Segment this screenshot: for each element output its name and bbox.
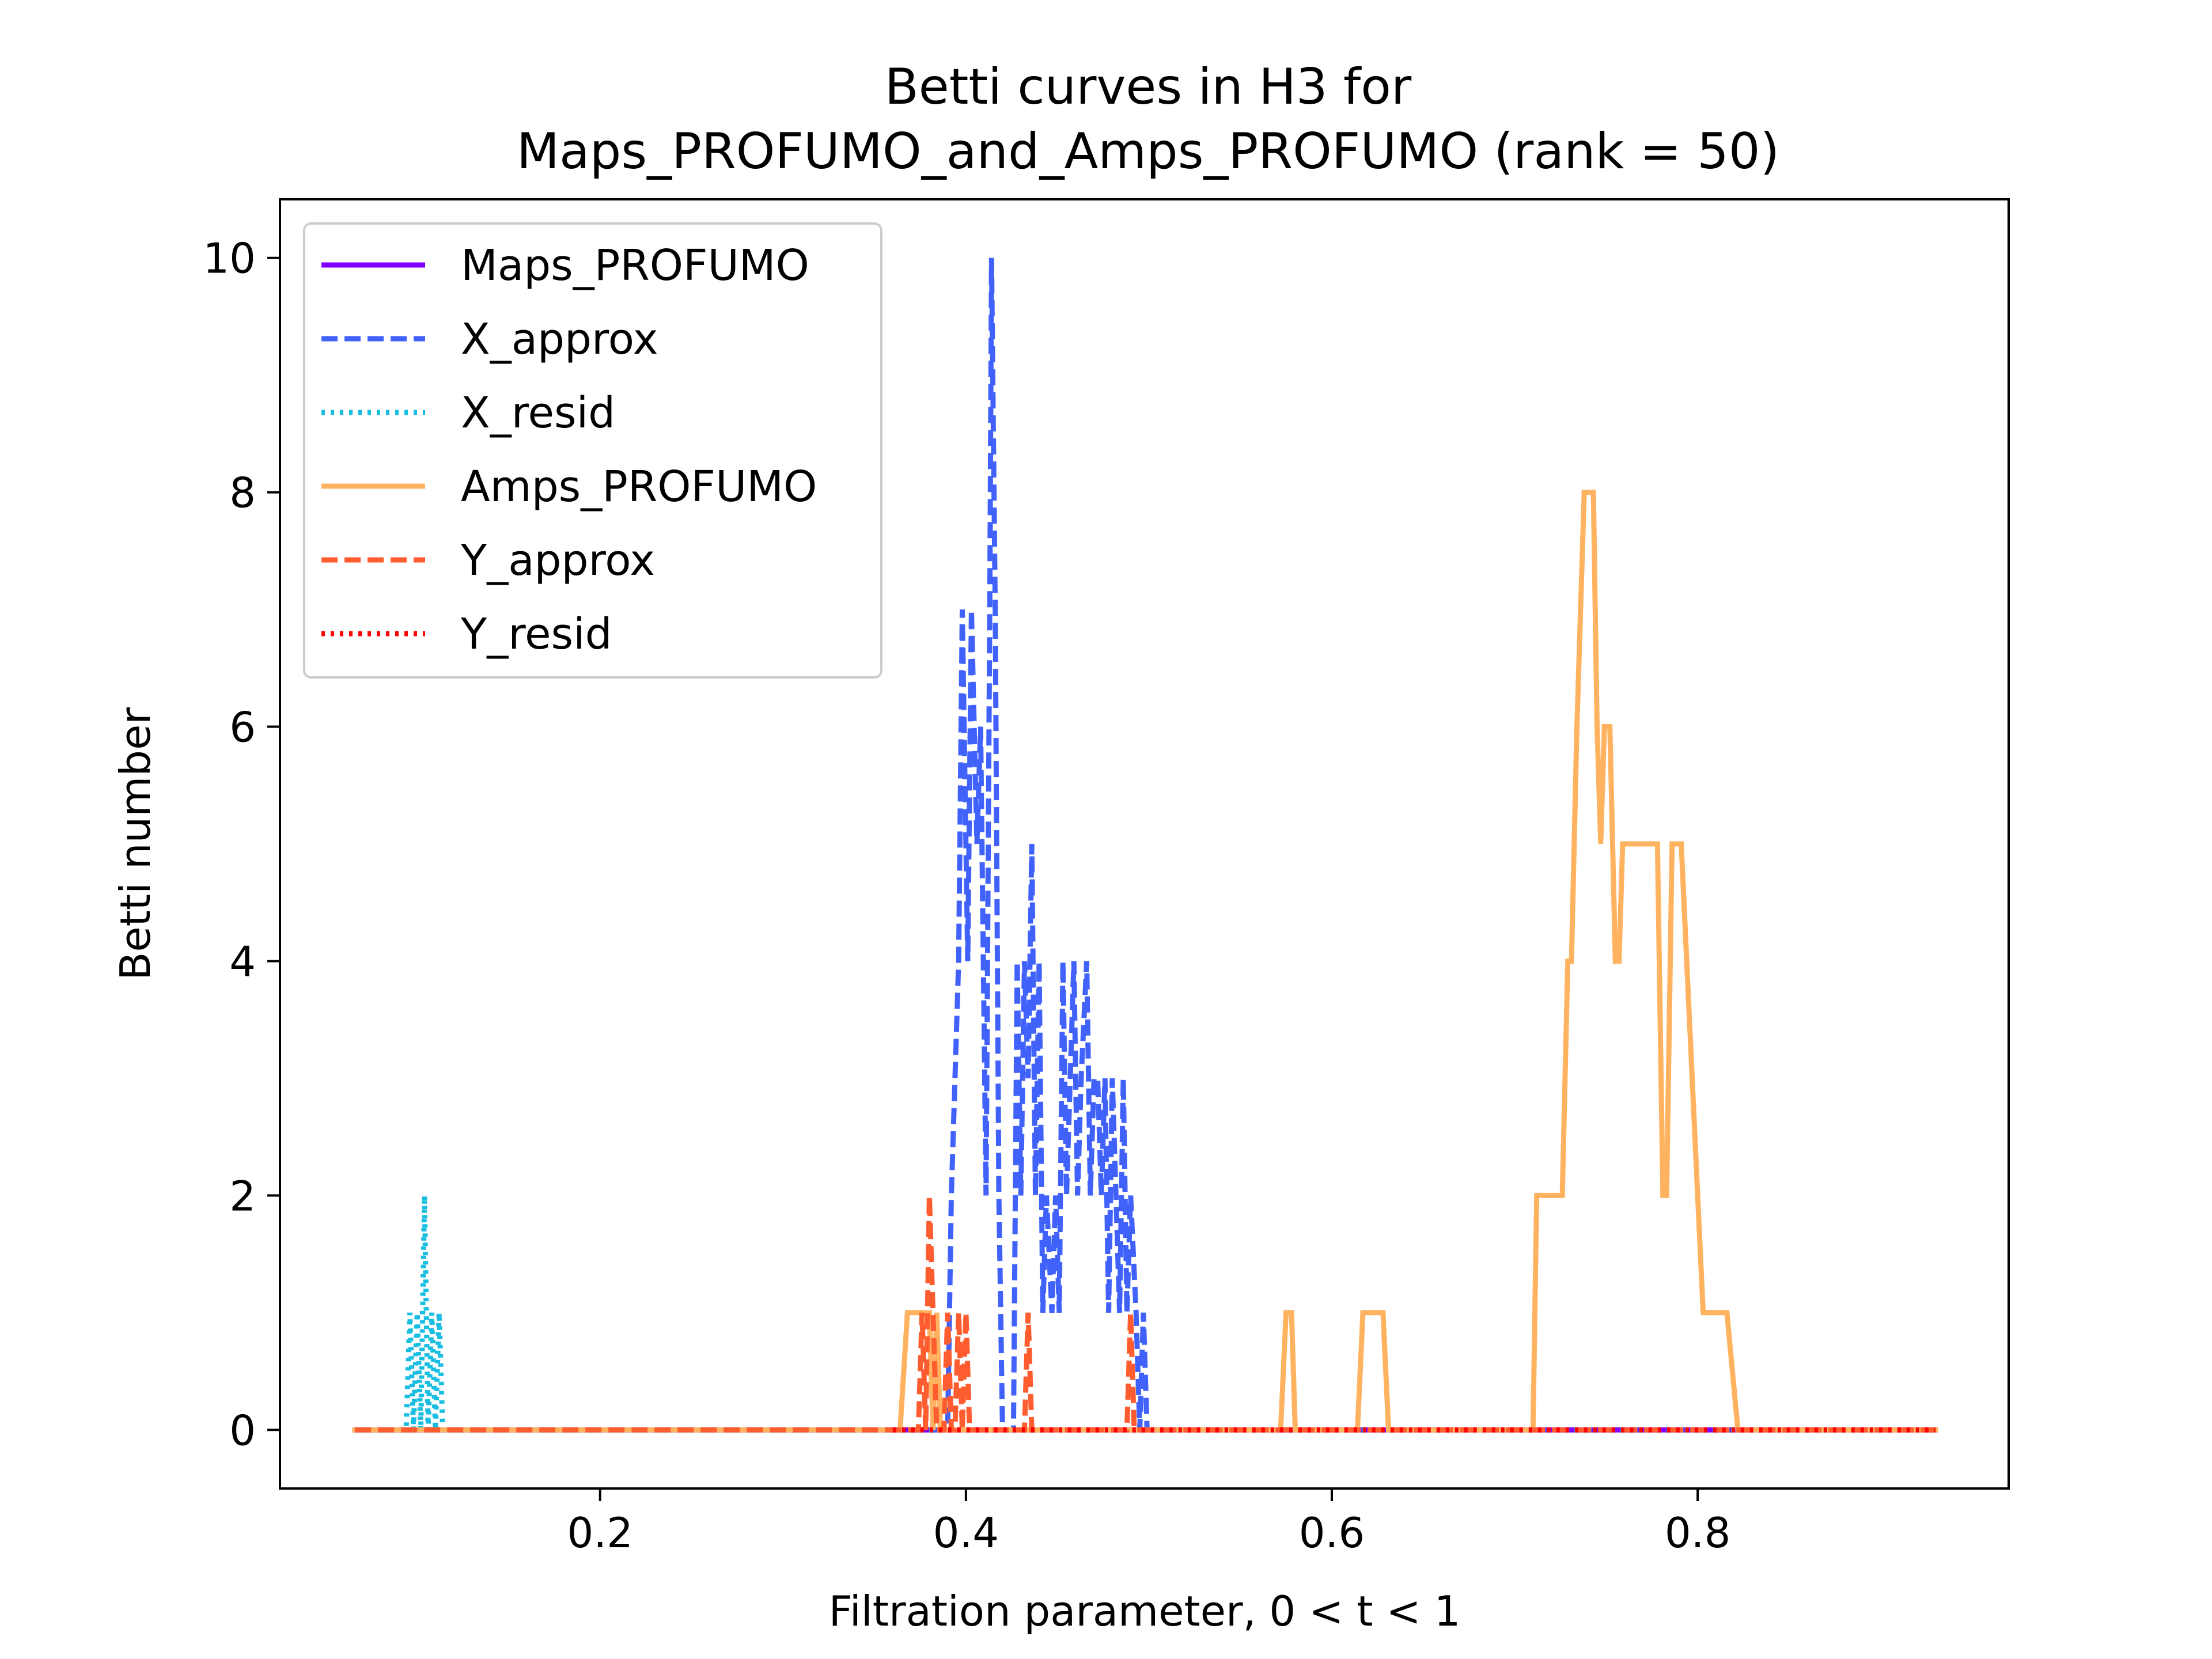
y-axis-ticks: 0 2 4 6 8 10 [203,234,280,1455]
series-line-x-resid [355,1195,1936,1433]
x-tick-label: 0.2 [567,1509,633,1557]
y-tick-label: 2 [229,1172,256,1220]
y-tick-label: 4 [229,937,256,986]
chart-title: Betti curves in H3 for [885,58,1412,116]
legend-items: Maps_PROFUMO X_approx X_resid Amps_PROFUMO Y… [321,241,817,659]
x-tick-label: 0.8 [1665,1509,1731,1557]
y-tick-label: 8 [229,469,256,517]
plot-frame [279,198,2010,1490]
legend-label-y-approx: Y_approx [460,536,655,585]
x-tick-label: 0.6 [1299,1509,1365,1557]
series-line-y-approx [355,1195,1936,1433]
y-tick-label: 10 [203,234,256,283]
x-axis-ticks: 0.2 0.4 0.6 0.8 [567,1488,1730,1557]
series-line-x-approx [355,257,1936,1433]
y-axis-label: Betti number [111,707,160,980]
legend-label-y-resid: Y_resid [460,609,612,659]
plot-area [352,257,1938,1433]
x-tick-label: 0.4 [933,1509,999,1557]
chart-subtitle: Maps_PROFUMO_and_Amps_PROFUMO (rank = 50… [517,123,1779,180]
x-axis-label: Filtration parameter, 0 < t < 1 [829,1587,1461,1635]
legend-label-x-resid: X_resid [461,388,615,438]
y-tick-label: 6 [229,703,256,752]
legend-label-amps-profumo: Amps_PROFUMO [461,462,817,512]
legend-label-maps-profumo: Maps_PROFUMO [461,241,809,290]
legend-box [303,222,882,679]
legend-label-x-approx: X_approx [461,315,658,364]
y-tick-label: 0 [229,1406,256,1455]
legend: Maps_PROFUMO X_approx X_resid Amps_PROFUMO Y… [303,222,882,679]
